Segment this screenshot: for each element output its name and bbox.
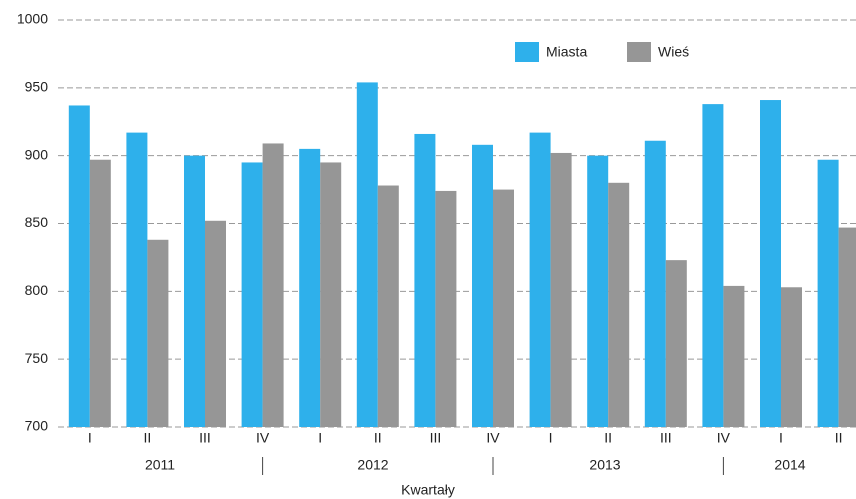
bar xyxy=(68,105,90,427)
bar xyxy=(493,189,514,427)
bar xyxy=(587,155,609,427)
y-tick-label: 850 xyxy=(25,214,49,230)
bar xyxy=(529,132,551,427)
bar xyxy=(550,152,572,427)
y-tick-label: 800 xyxy=(25,282,49,298)
bar xyxy=(435,190,457,427)
x-tick-label: IV xyxy=(717,430,731,446)
bar xyxy=(838,227,856,427)
bar xyxy=(262,143,284,427)
bar xyxy=(241,162,263,427)
bar xyxy=(205,220,226,427)
bar xyxy=(126,132,148,427)
bar xyxy=(299,148,321,427)
bar xyxy=(644,140,666,427)
y-tick-label: 950 xyxy=(25,79,49,95)
legend-swatch xyxy=(627,42,651,62)
bar xyxy=(377,185,399,427)
y-tick-label: 750 xyxy=(25,350,49,366)
y-tick-label: 1000 xyxy=(17,11,48,27)
x-tick-label: II xyxy=(604,430,612,446)
bar xyxy=(320,162,342,427)
y-tick-label: 900 xyxy=(25,146,49,162)
bar xyxy=(89,159,111,427)
legend-swatch xyxy=(515,42,539,62)
year-label: 2014 xyxy=(774,457,805,473)
x-tick-label: IV xyxy=(256,430,270,446)
y-tick-label: 700 xyxy=(25,418,49,434)
bar xyxy=(414,133,436,427)
year-label: 2011 xyxy=(145,457,175,473)
legend-label: Wieś xyxy=(658,44,689,60)
x-tick-label: III xyxy=(660,430,672,446)
x-tick-label: III xyxy=(430,430,442,446)
year-label: 2012 xyxy=(357,457,388,473)
bar xyxy=(665,260,687,427)
bar xyxy=(760,100,781,427)
bar xyxy=(702,104,724,427)
x-tick-label: II xyxy=(374,430,382,446)
x-tick-label: I xyxy=(549,430,553,446)
bar xyxy=(781,287,802,427)
x-tick-label: I xyxy=(88,430,92,446)
bar xyxy=(356,82,378,427)
x-tick-label: III xyxy=(199,430,211,446)
bar xyxy=(608,182,630,427)
x-tick-label: II xyxy=(835,430,843,446)
bar xyxy=(147,239,169,427)
x-axis-label: Kwartały xyxy=(401,482,455,498)
x-tick-label: II xyxy=(144,430,152,446)
bar xyxy=(184,155,205,427)
year-label: 2013 xyxy=(589,457,620,473)
x-tick-label: IV xyxy=(486,430,500,446)
x-tick-label: I xyxy=(779,430,783,446)
x-tick-label: I xyxy=(318,430,322,446)
bar xyxy=(723,285,745,427)
bar xyxy=(472,144,493,427)
legend-label: Miasta xyxy=(546,44,587,60)
bar xyxy=(817,159,839,427)
